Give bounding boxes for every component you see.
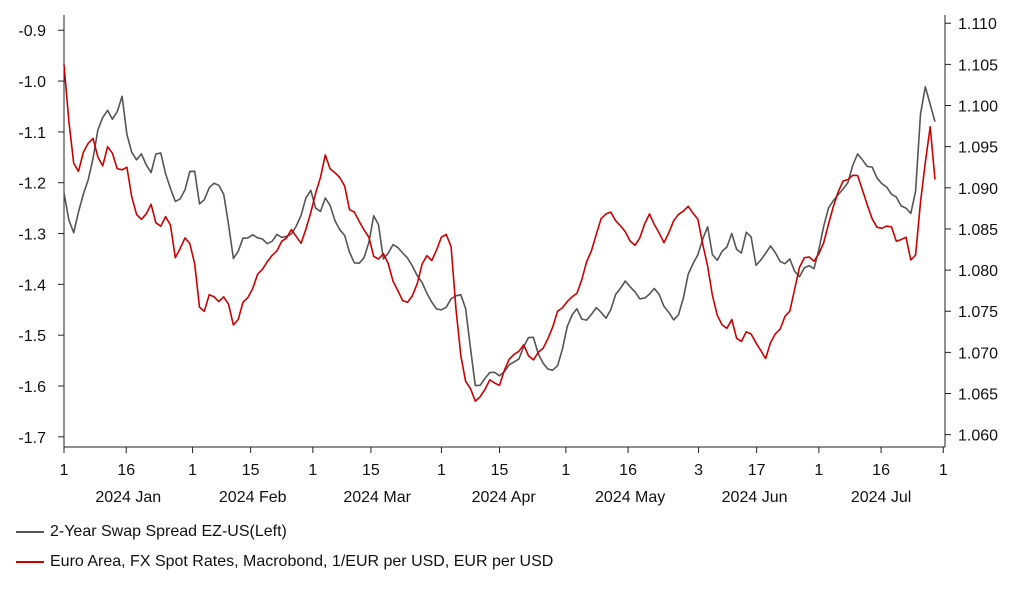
x-tick-label: 15 (242, 462, 260, 479)
x-month-label: 2024 Jan (95, 489, 161, 506)
chart-svg: -0.9 -1.0 -1.1 -1.2 -1.3 -1.4 -1.5 -1.6 -1.7 1.06… (18, 15, 998, 506)
right-tick-label: 1.100 (958, 99, 998, 116)
x-month-label: 2024 Apr (472, 489, 537, 506)
x-tick-label: 1 (60, 462, 69, 479)
x-tick-label: 1 (437, 462, 446, 479)
left-tick-label: -1.4 (18, 277, 46, 294)
x-month-label: 2024 May (595, 489, 665, 506)
axes-layer (58, 15, 951, 453)
x-tick-label: 1 (814, 462, 823, 479)
x-tick-label: 16 (872, 462, 890, 479)
legend-item-swap-spread: 2-Year Swap Spread EZ-US(Left) (16, 523, 287, 541)
x-month-label: 2024 Jun (722, 489, 788, 506)
right-tick-label: 1.060 (958, 428, 998, 445)
right-tick-label: 1.090 (958, 181, 998, 198)
left-tick-label: -1.3 (18, 227, 46, 244)
legend-swatch-fx-rate (16, 561, 44, 563)
series-layer (63, 64, 936, 402)
x-month-label: 2024 Mar (343, 489, 411, 506)
left-tick-label: -1.0 (18, 74, 46, 91)
left-tick-label: -1.5 (18, 328, 46, 345)
series-line-fx-rate (63, 64, 936, 402)
left-tick-label: -1.7 (18, 430, 46, 447)
x-tick-label: 1 (308, 462, 317, 479)
x-tick-label: 16 (619, 462, 637, 479)
x-month-label: 2024 Jul (851, 489, 912, 506)
x-tick-label: 1 (561, 462, 570, 479)
legend-label-swap-spread: 2-Year Swap Spread EZ-US(Left) (50, 523, 287, 540)
right-tick-label: 1.095 (958, 140, 998, 157)
left-tick-label: -0.9 (18, 23, 46, 40)
legend-label-fx-rate: Euro Area, FX Spot Rates, Macrobond, 1/E… (50, 553, 554, 570)
series-line-swap-spread (63, 86, 936, 387)
x-tick-label: 3 (694, 462, 703, 479)
x-tick-label: 15 (362, 462, 380, 479)
x-tick-label: 17 (748, 462, 766, 479)
x-month-label: 2024 Feb (219, 489, 287, 506)
left-tick-label: -1.2 (18, 176, 46, 193)
x-tick-label: 16 (117, 462, 135, 479)
right-tick-label: 1.065 (958, 387, 998, 404)
right-tick-label: 1.075 (958, 304, 998, 321)
right-tick-label: 1.110 (958, 16, 997, 33)
x-tick-label: 1 (939, 462, 948, 479)
left-tick-label: -1.1 (18, 125, 46, 142)
x-tick-label: 15 (491, 462, 509, 479)
right-tick-label: 1.080 (958, 263, 998, 280)
left-tick-label: -1.6 (18, 379, 46, 396)
legend-swatch-swap-spread (16, 531, 44, 533)
right-tick-label: 1.085 (958, 222, 998, 239)
x-tick-label: 1 (188, 462, 197, 479)
legend-item-fx-rate: Euro Area, FX Spot Rates, Macrobond, 1/E… (16, 553, 553, 571)
label-layer: -0.9 -1.0 -1.1 -1.2 -1.3 -1.4 -1.5 -1.6 -1.7 1.06… (18, 16, 998, 506)
right-tick-label: 1.070 (958, 345, 998, 362)
right-tick-label: 1.105 (958, 57, 998, 74)
